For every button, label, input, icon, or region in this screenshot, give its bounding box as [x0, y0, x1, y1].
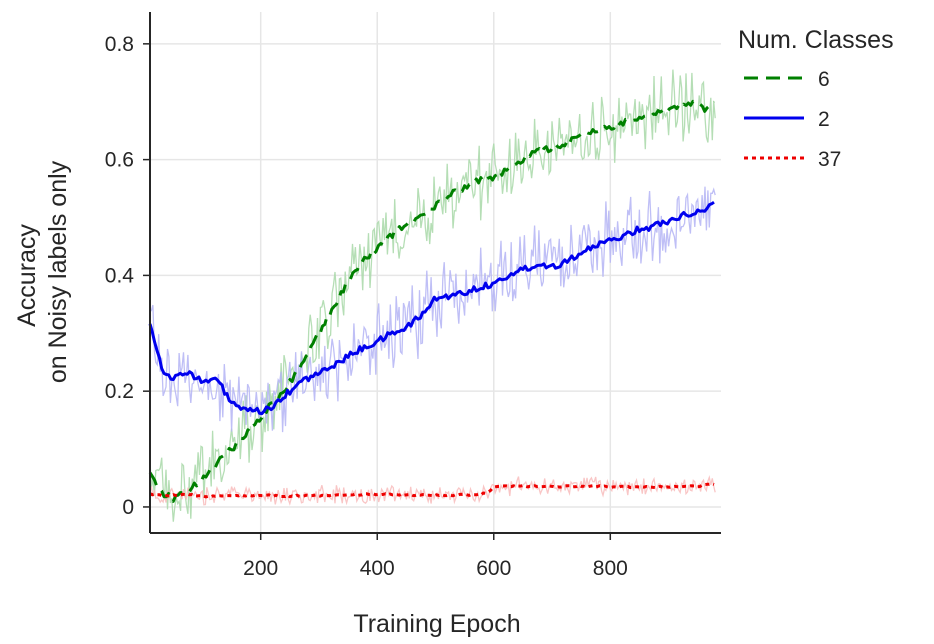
- legend-label-2: 2: [818, 108, 830, 131]
- series-line-6: [148, 99, 715, 503]
- x-axis-title: Training Epoch: [353, 610, 520, 638]
- y-axis-title-line-2: on Noisy labels only: [44, 160, 72, 383]
- raw-trace-2: [149, 186, 716, 433]
- y-tick-label: 0: [122, 496, 134, 519]
- raw-trace-6: [149, 69, 716, 522]
- axes: [143, 12, 721, 540]
- grid-lines: [150, 12, 721, 533]
- series-line-2: [148, 200, 715, 416]
- series-line-37: [149, 482, 715, 499]
- y-tick-label: 0.4: [105, 264, 135, 287]
- y-axis-title-line-1: Accuracy: [13, 224, 41, 327]
- raw-trace-37: [149, 475, 716, 506]
- x-tick-label: 400: [360, 557, 395, 580]
- y-axis-title: Accuracy on Noisy labels only: [13, 160, 72, 383]
- tick-labels: 200 400 600 800 0 0.2 0.4 0.6 0.8: [105, 33, 628, 580]
- x-tick-label: 200: [243, 557, 278, 580]
- smoothed-series-lines: [148, 99, 715, 503]
- y-tick-label: 0.6: [105, 149, 134, 172]
- x-tick-label: 800: [593, 557, 628, 580]
- x-tick-label: 600: [476, 557, 511, 580]
- legend-label-37: 37: [818, 148, 841, 171]
- y-tick-label: 0.2: [105, 380, 134, 403]
- legend-title: Num. Classes: [738, 26, 894, 54]
- y-tick-label: 0.8: [105, 33, 134, 56]
- legend-label-6: 6: [818, 68, 830, 91]
- legend: Num. Classes 6 2 37: [738, 26, 894, 171]
- raw-series-traces: [149, 69, 716, 522]
